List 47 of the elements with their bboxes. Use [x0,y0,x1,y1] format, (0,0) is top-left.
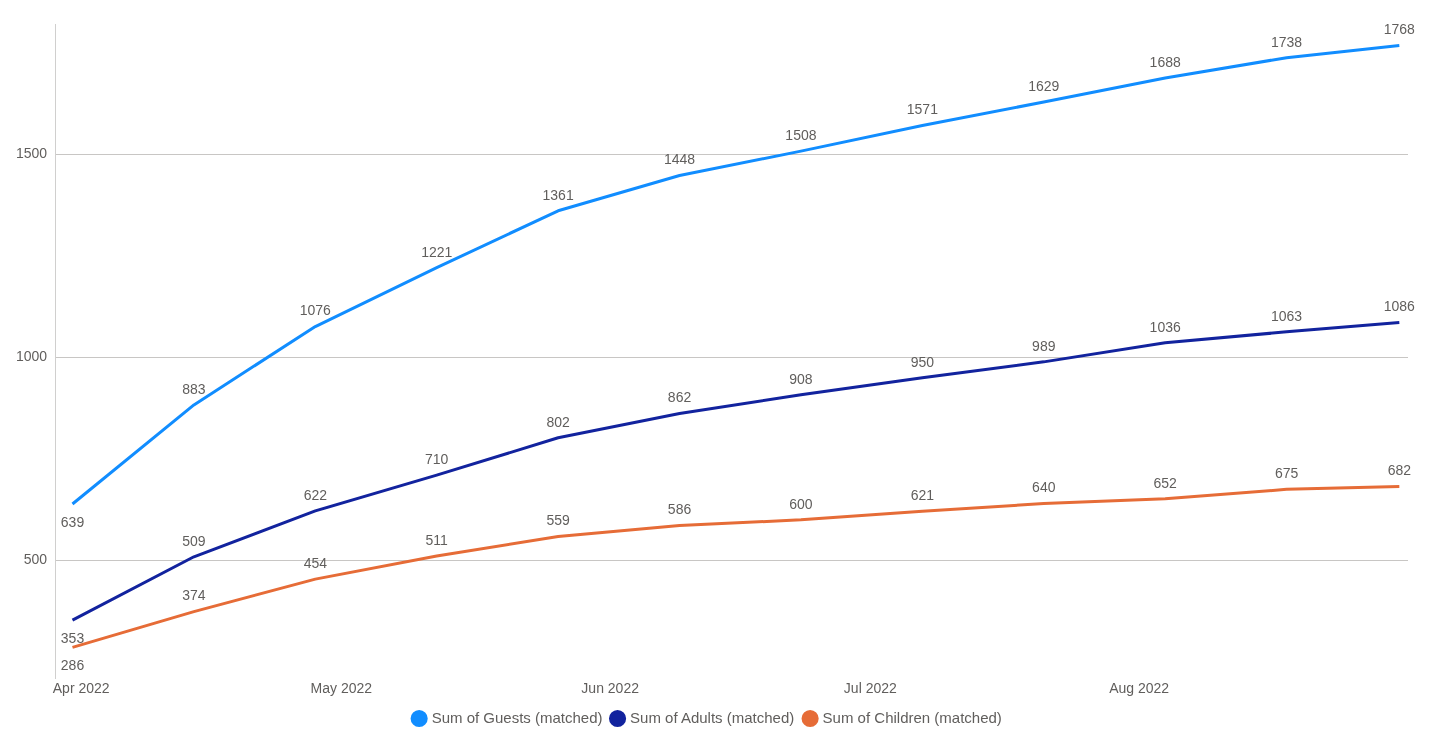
data-label: 710 [425,451,449,468]
data-label: 1629 [1028,77,1060,94]
data-label: 950 [910,353,935,370]
y-tick-label: 1500 [15,145,48,162]
legend-label: Sum of Guests (matched) [431,708,603,726]
data-label: 652 [1153,474,1178,491]
data-label: 1086 [1383,298,1416,315]
legend-label: Sum of Adults (matched) [630,708,795,726]
y-tick-label: 1000 [15,348,48,365]
data-label: 559 [546,512,571,529]
x-tick-label: May 2022 [310,680,373,697]
data-label: 286 [60,657,85,674]
data-label: 1036 [1149,318,1181,335]
data-label: 675 [1274,465,1299,482]
data-label: 1738 [1271,33,1303,50]
data-label: 1571 [906,101,939,118]
data-label: 682 [1387,462,1412,479]
legend-label: Sum of Children (matched) [822,708,1002,726]
data-label: 1063 [1271,307,1303,324]
x-tick-label: Jun 2022 [581,680,640,697]
data-label: 862 [667,389,692,406]
data-label: 802 [546,413,571,430]
data-label: 908 [789,370,813,387]
data-label: 1508 [785,126,817,143]
x-tick-label: Apr 2022 [52,680,110,697]
data-label: 586 [667,501,692,518]
data-label: 1361 [542,186,574,203]
data-label: 600 [789,495,813,512]
data-label: 509 [182,532,206,549]
data-label: 639 [60,513,85,530]
x-tick-label: Aug 2022 [1109,680,1170,697]
data-label: 640 [1032,479,1056,496]
data-label: 1448 [663,151,696,168]
data-label: 621 [910,487,935,504]
data-label: 454 [303,554,328,571]
data-label: 353 [60,629,85,646]
data-label: 374 [182,587,206,604]
data-label: 883 [182,380,206,397]
data-label: 1688 [1149,53,1181,70]
data-label: 622 [303,486,328,503]
data-label: 1221 [421,243,453,260]
y-tick-label: 500 [23,551,48,568]
x-tick-label: Jul 2022 [843,680,897,697]
data-label: 1076 [299,302,332,319]
data-label: 511 [425,531,449,548]
data-label: 989 [1032,337,1056,354]
data-label: 1768 [1383,21,1416,38]
